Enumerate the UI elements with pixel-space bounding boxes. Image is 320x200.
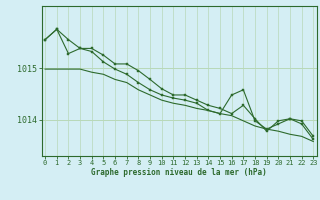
- X-axis label: Graphe pression niveau de la mer (hPa): Graphe pression niveau de la mer (hPa): [91, 168, 267, 177]
